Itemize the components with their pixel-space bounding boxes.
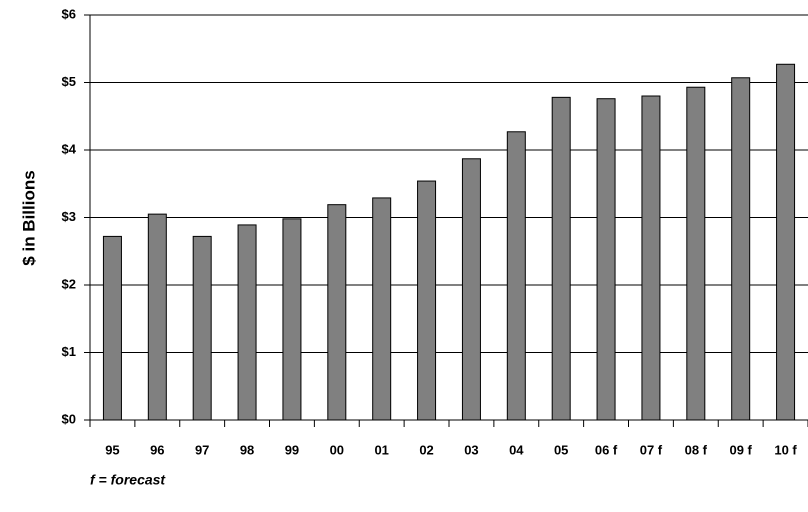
y-tick-label: $2 xyxy=(62,276,76,291)
x-tick-label: 06 f xyxy=(595,442,618,457)
x-tick-label: 96 xyxy=(150,442,164,457)
x-tick-label: 97 xyxy=(195,442,209,457)
y-tick-label: $0 xyxy=(62,411,76,426)
bar xyxy=(551,96,571,421)
bar xyxy=(417,180,437,421)
x-tick-label: 03 xyxy=(464,442,478,457)
bar xyxy=(596,98,616,421)
bar xyxy=(506,131,526,421)
bar xyxy=(461,158,481,421)
bar xyxy=(372,197,392,421)
y-tick-label: $5 xyxy=(62,74,76,89)
bar xyxy=(776,63,796,421)
bar xyxy=(102,235,122,421)
bar xyxy=(237,224,257,421)
y-tick-label: $4 xyxy=(62,141,77,156)
x-tick-label: 07 f xyxy=(640,442,663,457)
bar xyxy=(147,213,167,421)
bar xyxy=(282,218,302,421)
x-tick-label: 05 xyxy=(554,442,568,457)
x-tick-label: 99 xyxy=(285,442,299,457)
x-tick-label: 95 xyxy=(105,442,119,457)
y-axis-label: $ in Billions xyxy=(19,170,38,265)
x-tick-label: 09 f xyxy=(729,442,752,457)
x-tick-label: 00 xyxy=(330,442,344,457)
bar xyxy=(327,204,347,421)
bar xyxy=(731,77,751,421)
bar xyxy=(641,95,661,421)
x-tick-label: 04 xyxy=(509,442,524,457)
bar xyxy=(192,235,212,421)
bar xyxy=(686,86,706,421)
x-tick-label: 02 xyxy=(419,442,433,457)
y-tick-label: $1 xyxy=(62,344,76,359)
note: f = forecast xyxy=(90,472,166,488)
x-tick-label: 08 f xyxy=(685,442,708,457)
x-tick-label: 98 xyxy=(240,442,254,457)
x-tick-label: 10 f xyxy=(774,442,797,457)
x-tick-label: 01 xyxy=(374,442,388,457)
y-tick-label: $6 xyxy=(62,6,76,21)
y-tick-label: $3 xyxy=(62,209,76,224)
